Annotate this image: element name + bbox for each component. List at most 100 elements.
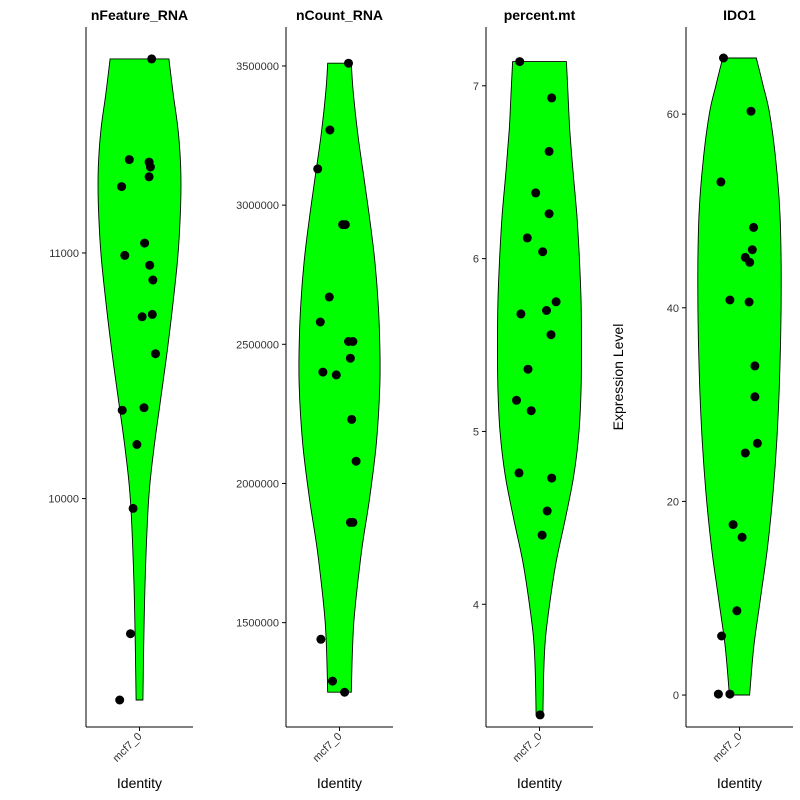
y-tick-label: 10000 bbox=[48, 494, 79, 506]
data-point bbox=[515, 57, 525, 67]
y-tick-label: 60 bbox=[667, 109, 679, 121]
data-point bbox=[740, 448, 750, 458]
data-point bbox=[732, 606, 742, 616]
y-tick-label: 4 bbox=[473, 599, 479, 611]
panel-percent-mt: percent.mt 4 5 6 7 mcf7_0 Identity bbox=[473, 7, 593, 791]
data-point bbox=[542, 306, 551, 315]
x-tick-label: mcf7_0 bbox=[111, 731, 145, 765]
data-point bbox=[531, 188, 541, 198]
data-point bbox=[746, 106, 756, 116]
data-point bbox=[117, 182, 127, 192]
x-axis-title: Identity bbox=[517, 775, 562, 791]
data-point bbox=[345, 353, 355, 363]
data-point bbox=[547, 473, 557, 483]
data-point bbox=[315, 317, 325, 327]
data-point bbox=[512, 395, 521, 405]
data-point bbox=[145, 162, 155, 172]
data-point bbox=[744, 297, 754, 307]
data-point bbox=[115, 695, 125, 705]
data-point bbox=[151, 349, 160, 359]
data-point bbox=[340, 220, 350, 230]
x-tick-label: mcf7_0 bbox=[711, 731, 745, 765]
data-point bbox=[139, 403, 149, 413]
y-tick-label: 11000 bbox=[49, 248, 79, 260]
data-point bbox=[745, 257, 755, 267]
data-point bbox=[725, 295, 735, 305]
data-point bbox=[351, 456, 361, 466]
data-point bbox=[340, 687, 350, 697]
data-point bbox=[325, 125, 335, 135]
y-tick-label: 0 bbox=[673, 690, 679, 702]
data-point bbox=[725, 689, 735, 699]
data-point bbox=[538, 247, 548, 257]
panel-title: percent.mt bbox=[504, 7, 576, 23]
data-point bbox=[546, 330, 556, 340]
data-point bbox=[313, 164, 323, 174]
panel-title: nCount_RNA bbox=[296, 7, 383, 23]
data-point bbox=[328, 676, 337, 686]
data-point bbox=[147, 309, 157, 319]
data-point bbox=[516, 309, 526, 319]
panel-title: nFeature_RNA bbox=[91, 7, 188, 23]
data-point bbox=[747, 245, 757, 255]
data-point bbox=[324, 292, 334, 302]
data-point bbox=[526, 406, 536, 416]
x-tick-label: mcf7_0 bbox=[511, 731, 545, 765]
data-point bbox=[752, 438, 762, 448]
panel-ido1: IDO1 0 20 40 60 mcf7_0 Identity bbox=[667, 7, 793, 791]
data-point bbox=[148, 275, 158, 285]
data-point bbox=[117, 405, 127, 415]
panel-nfeature-rna: nFeature_RNA 10000 11000 mcf7_0 Identity bbox=[48, 7, 193, 791]
data-point bbox=[542, 506, 552, 516]
data-point bbox=[522, 233, 532, 243]
x-axis-title: Identity bbox=[717, 775, 762, 791]
data-point bbox=[535, 710, 545, 720]
data-point bbox=[331, 370, 341, 380]
y-tick-label: 2000000 bbox=[236, 478, 279, 490]
y-tick-label: 7 bbox=[473, 81, 479, 93]
y-tick-label: 20 bbox=[667, 496, 679, 508]
data-point bbox=[544, 209, 554, 219]
y-tick-label: 1500000 bbox=[236, 618, 279, 630]
data-point bbox=[120, 250, 130, 260]
data-point bbox=[124, 155, 134, 165]
y-tick-label: 6 bbox=[473, 254, 479, 266]
data-point bbox=[544, 146, 554, 156]
x-axis-title: Identity bbox=[117, 775, 162, 791]
violin-shape bbox=[497, 61, 582, 716]
data-point bbox=[318, 367, 328, 377]
data-point bbox=[523, 364, 533, 374]
y-axis-label: Expression Level bbox=[610, 324, 626, 431]
data-point bbox=[537, 530, 547, 540]
data-point bbox=[719, 53, 728, 63]
violin-shape bbox=[97, 58, 182, 701]
y-tick-label: 5 bbox=[473, 426, 479, 438]
data-point bbox=[132, 440, 142, 449]
violin-shape bbox=[697, 57, 782, 696]
data-point bbox=[128, 503, 138, 513]
data-point bbox=[716, 177, 726, 187]
data-point bbox=[126, 629, 135, 639]
x-tick-label: mcf7_0 bbox=[311, 731, 345, 765]
x-axis-title: Identity bbox=[317, 775, 362, 791]
data-point bbox=[737, 532, 747, 542]
data-point bbox=[551, 297, 561, 307]
data-point bbox=[348, 337, 358, 346]
data-point bbox=[316, 634, 326, 644]
data-point bbox=[713, 689, 723, 699]
data-point bbox=[140, 238, 150, 248]
data-point bbox=[144, 172, 154, 182]
data-point bbox=[347, 414, 357, 424]
y-tick-label: 40 bbox=[667, 303, 679, 315]
data-point bbox=[717, 631, 727, 641]
data-point bbox=[147, 54, 157, 64]
data-point bbox=[145, 260, 155, 270]
panel-title: IDO1 bbox=[723, 7, 756, 23]
data-point bbox=[728, 520, 738, 530]
data-point bbox=[750, 392, 760, 402]
y-tick-label: 3000000 bbox=[236, 200, 279, 212]
data-point bbox=[547, 93, 557, 103]
data-point bbox=[749, 222, 759, 232]
data-point bbox=[514, 468, 524, 478]
